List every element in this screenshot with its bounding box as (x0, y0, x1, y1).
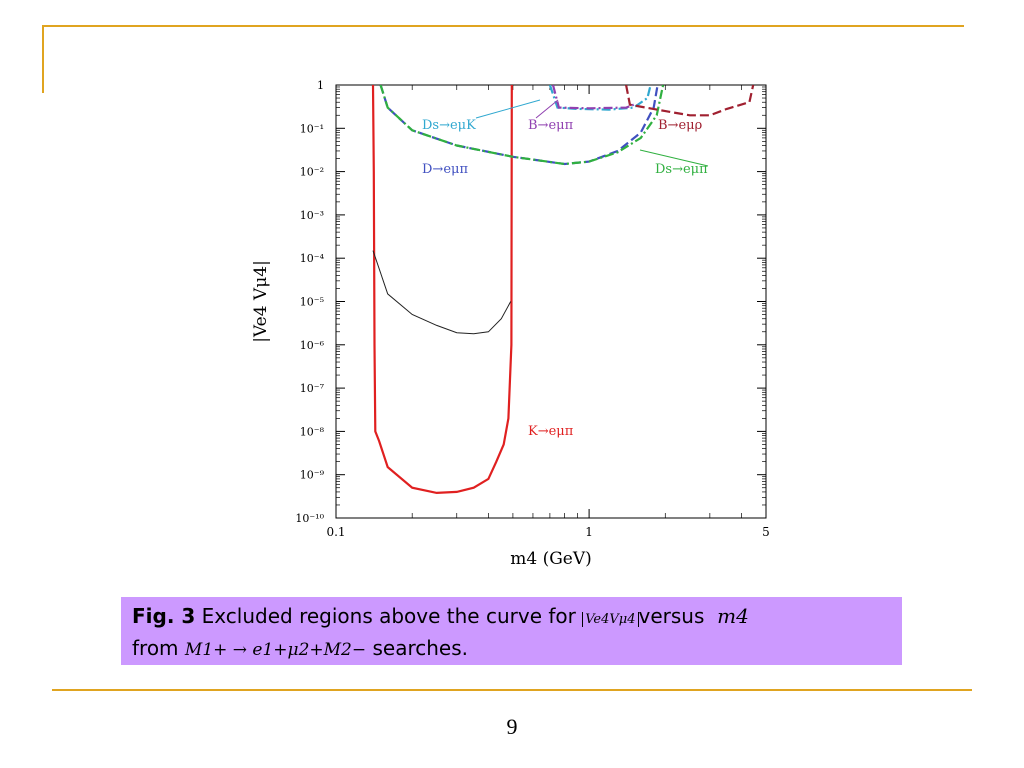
y-tick-label: 10⁻³ (300, 209, 324, 222)
caption-text-3: from (132, 636, 185, 660)
annotation-arrow (535, 99, 559, 119)
curve-annotation: Ds→eμπ (655, 162, 708, 177)
x-tick-label: 0.1 (326, 525, 345, 539)
y-tick-label: 10⁻² (300, 166, 324, 179)
y-tick-label: 10⁻⁸ (300, 425, 325, 438)
y-axis-title: |Ve4 Vμ4| (251, 260, 271, 343)
curve-annotation: D→eμπ (422, 162, 468, 177)
left-frame-line (42, 25, 44, 93)
caption-text-2: versus (638, 604, 711, 628)
caption-math-process: M1+ → e1+μ2+M2− (184, 640, 367, 660)
series-line-6 (625, 85, 755, 117)
y-tick-label: 1 (317, 79, 324, 92)
series-line-4 (548, 85, 652, 111)
curve-annotation: B→eμρ (658, 118, 702, 133)
caption-math-abs: Ve4Vμ4 (582, 612, 639, 627)
caption-math-mass: m4 (717, 604, 749, 628)
series-line-2 (379, 85, 659, 166)
y-tick-label: 10⁻⁷ (300, 382, 325, 395)
annotation-arrow (475, 99, 541, 119)
series-line-5 (551, 85, 635, 110)
series-line-0 (371, 85, 513, 495)
curve-annotation: K→eμπ (528, 424, 574, 439)
plot-frame (335, 84, 767, 519)
curve-annotation: B→eμπ (528, 118, 574, 133)
x-axis-title: m4 (GeV) (510, 549, 592, 569)
curve-annotation: Ds→eμK (422, 118, 476, 133)
y-tick-label: 10⁻⁶ (300, 339, 325, 352)
page-number: 9 (506, 714, 518, 739)
y-tick-label: 10⁻¹⁰ (295, 512, 324, 525)
y-tick-label: 10⁻⁵ (300, 296, 324, 309)
exclusion-chart: 0.1 1 5 1 10⁻¹ 10⁻² 10⁻³ 10⁻⁴ 10⁻⁵ 10⁻⁶ 10⁻⁷ 10⁻⁸ 10… (251, 79, 770, 569)
caption-text-1: Excluded regions above the curve for (195, 604, 583, 628)
y-tick-label: 10⁻¹ (300, 122, 324, 135)
series-line-1 (372, 250, 512, 335)
x-tick-label: 1 (585, 525, 593, 539)
y-tick-label: 10⁻⁴ (300, 252, 325, 265)
caption-fig-label: Fig. 3 (132, 604, 196, 628)
y-tick-label: 10⁻⁹ (300, 469, 325, 482)
caption-text-4: searches. (366, 636, 468, 660)
bottom-frame-line (52, 689, 972, 691)
figure-caption: Fig. 3 Excluded regions above the curve … (121, 597, 902, 665)
x-tick-label: 5 (762, 525, 770, 539)
top-frame-line (42, 25, 964, 27)
annotation-arrow (639, 149, 709, 167)
